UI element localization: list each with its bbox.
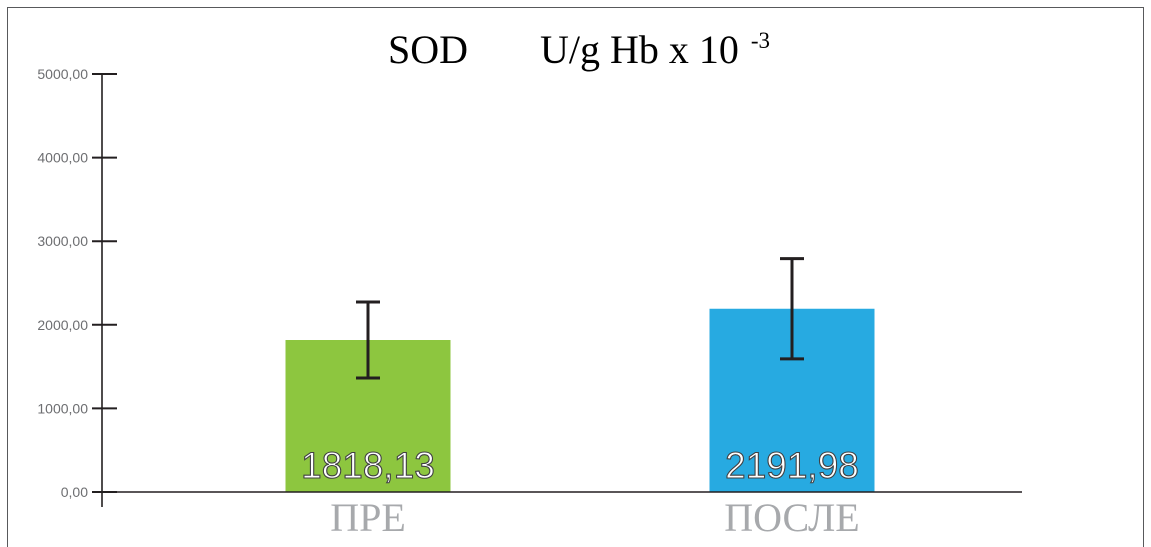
y-tick-label: 2000,00 — [37, 317, 88, 333]
chart-frame — [7, 7, 1144, 547]
bar-value-label: 1818,13 — [301, 445, 435, 486]
error-bars-group — [356, 257, 804, 380]
value-labels-group: 1818,13 2191,98 — [301, 444, 860, 486]
chart-title-unit: U/g Hb x 10 — [540, 27, 739, 72]
chart-title-label: SOD — [388, 27, 468, 72]
chart-title-unit-exponent: -3 — [751, 28, 770, 53]
axes-group: 0,00 1000,00 2000,00 3000,00 4000,00 5000,00 — [37, 66, 1022, 507]
y-tick-label: 1000,00 — [37, 400, 88, 416]
x-category-labels-group: ПРЕ ПОСЛЕ — [330, 495, 860, 540]
x-category-label: ПОСЛЕ — [724, 495, 860, 540]
y-tick-label: 5000,00 — [37, 66, 88, 82]
y-tick-label: 4000,00 — [37, 150, 88, 166]
chart-title: SOD U/g Hb x 10 -3 — [388, 27, 770, 72]
bar-value-label: 2191,98 — [725, 445, 859, 486]
y-tick-label: 3000,00 — [37, 233, 88, 249]
x-category-label: ПРЕ — [330, 495, 406, 540]
y-ticks-group: 0,00 1000,00 2000,00 3000,00 4000,00 5000,00 — [37, 66, 117, 500]
y-tick-label: 0,00 — [61, 484, 88, 500]
